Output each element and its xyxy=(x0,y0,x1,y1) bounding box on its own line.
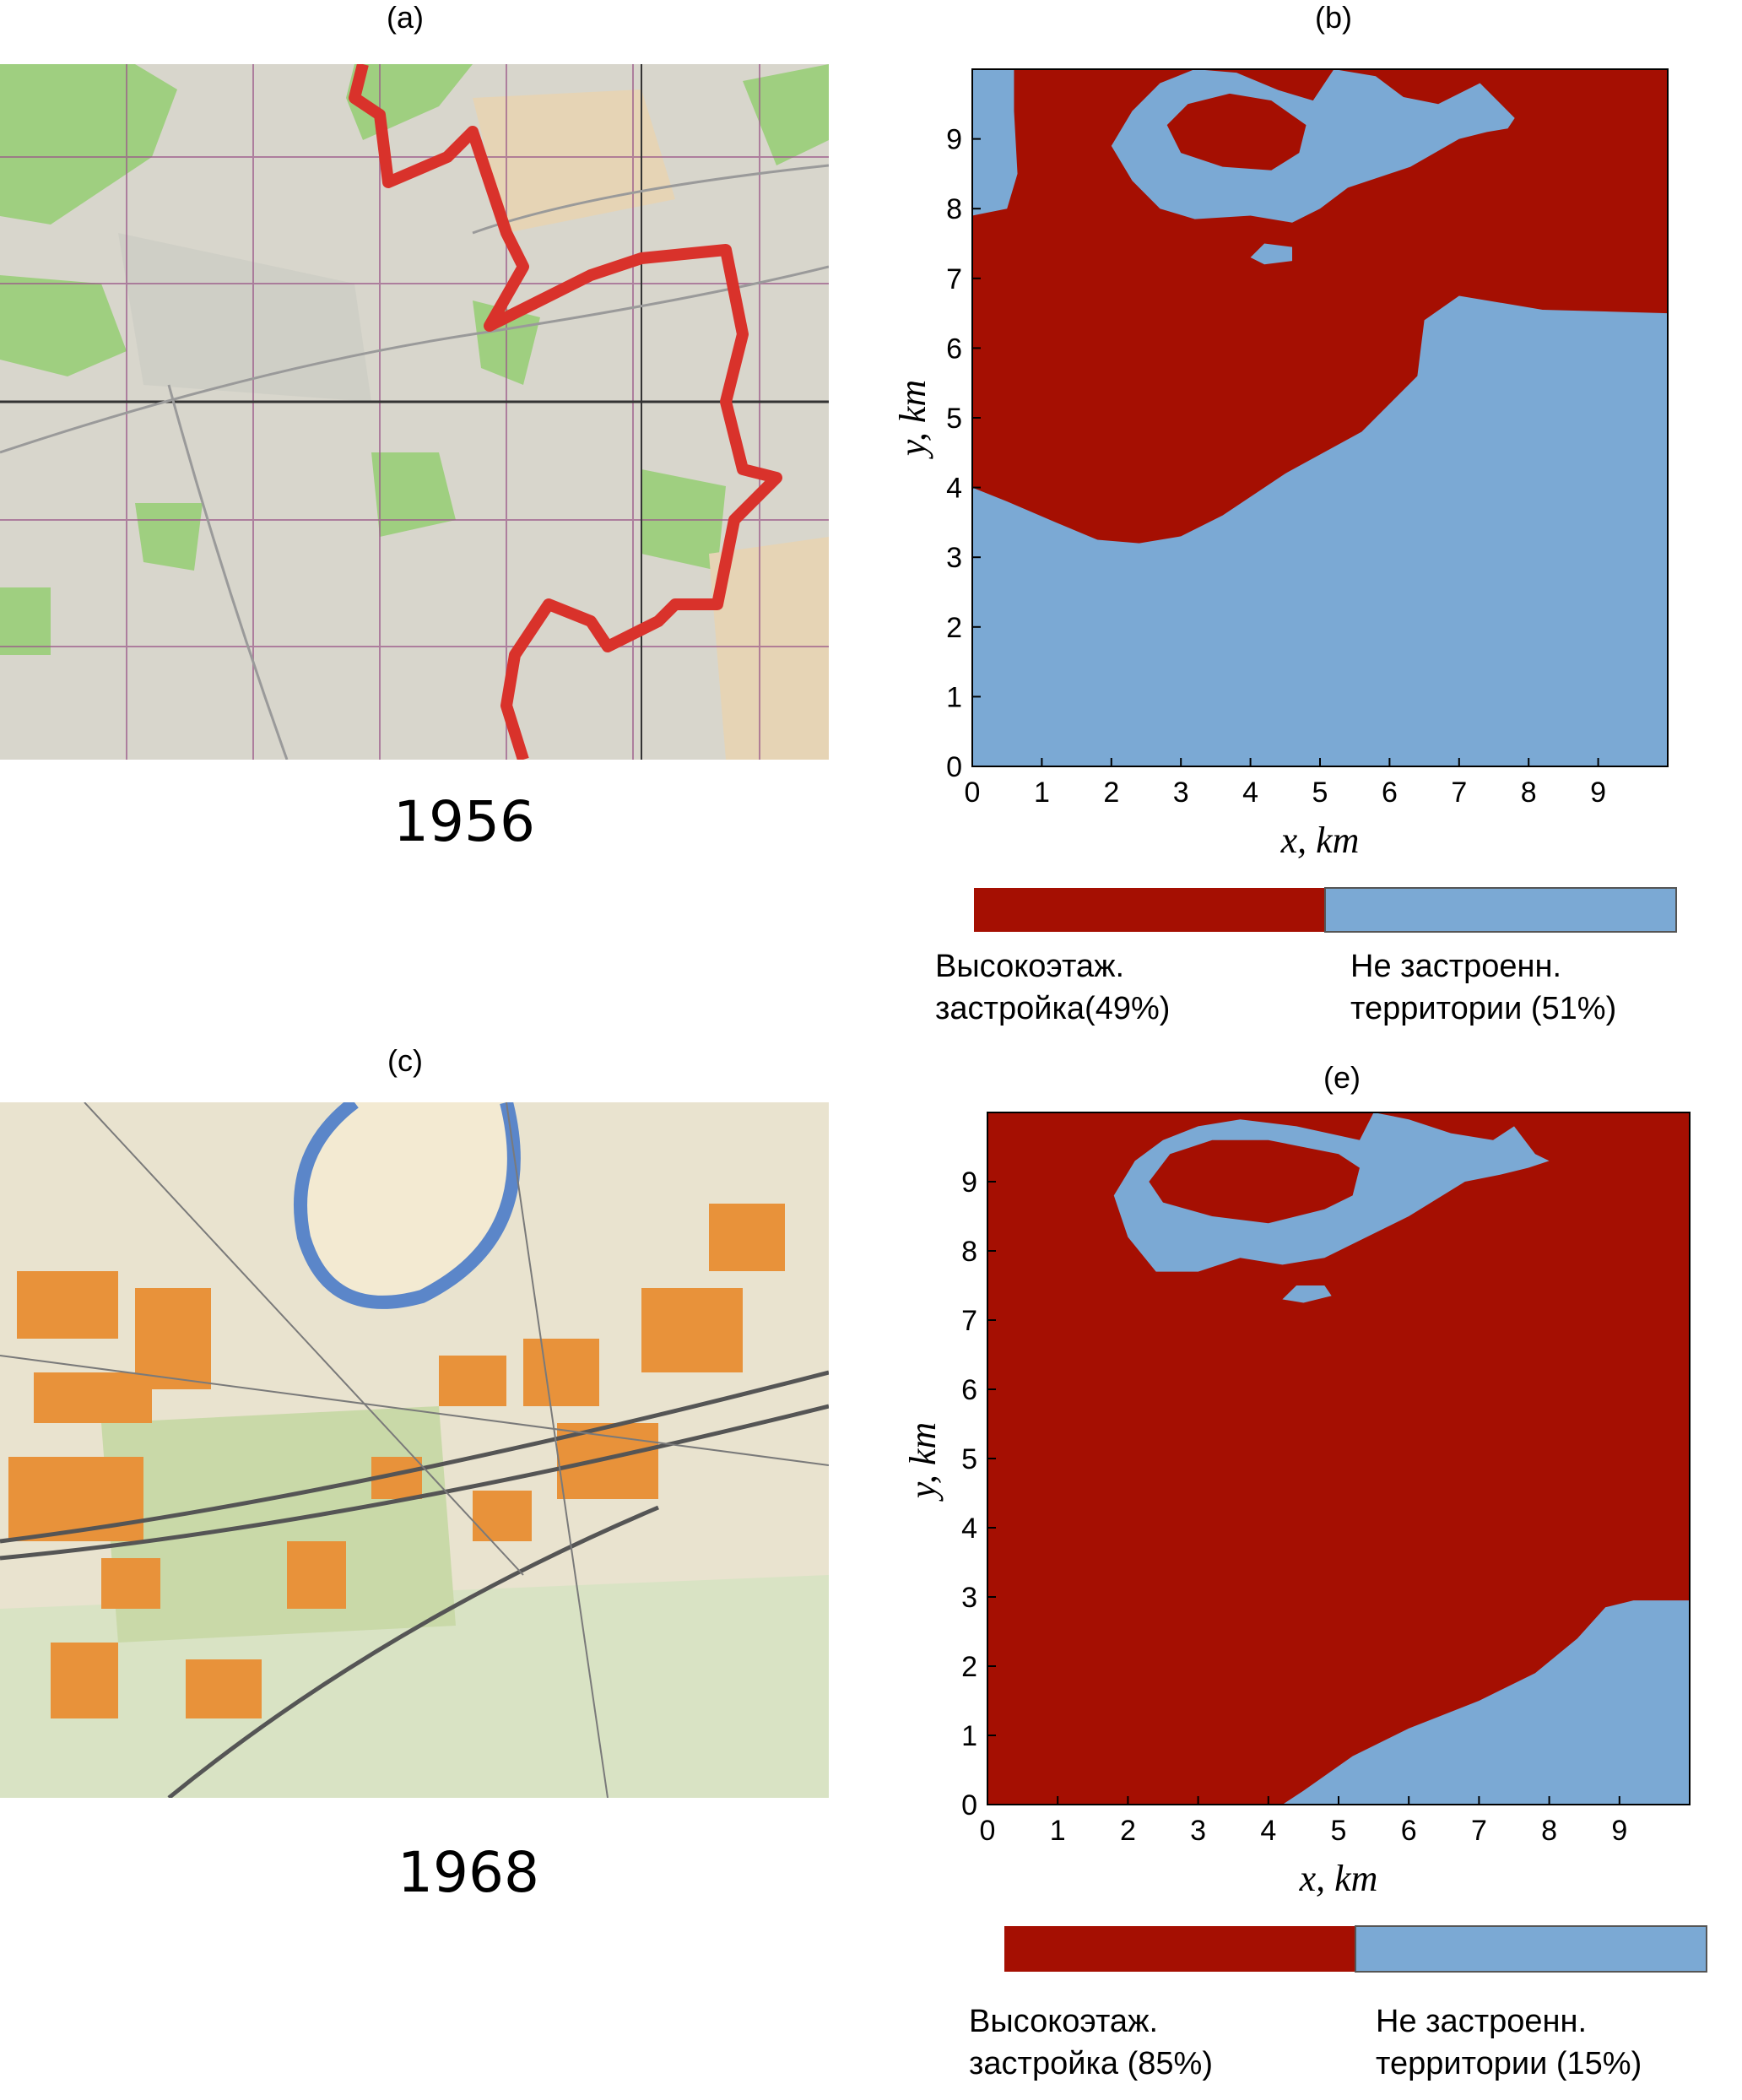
chart-e-ytick-label: 6 xyxy=(961,1374,977,1406)
chart-e-xtick-label: 0 xyxy=(980,1815,996,1847)
panel-label-a: (a) xyxy=(387,0,424,35)
chart-e-ytick-label: 7 xyxy=(961,1305,977,1337)
chart-e-ylabel: y, km xyxy=(902,1422,944,1502)
legend-e-unbuilt-label: Не застроенн. территории (15%) xyxy=(1376,2000,1642,2085)
legend-e-unbuilt-swatch xyxy=(1355,1925,1707,1973)
chart-b-xtick-label: 4 xyxy=(1242,777,1258,809)
chart-b-ytick-label: 0 xyxy=(946,751,962,783)
year-1956: 1956 xyxy=(393,789,535,854)
legend-b-built-line2: застройка(49%) xyxy=(935,991,1171,1026)
chart-e-ytick-label: 2 xyxy=(961,1651,977,1683)
chart-b-xlabel: x, km xyxy=(1280,820,1360,861)
chart-e-ytick-label: 9 xyxy=(961,1166,977,1199)
chart-b-xtick-label: 0 xyxy=(965,777,981,809)
chart-b-ytick-label: 7 xyxy=(946,263,962,295)
chart-b-ytick-label: 5 xyxy=(946,403,962,435)
chart-b-svg: 0 1 2 3 4 5 6 7 8 9 0 1 2 3 4 5 6 7 8 9 x, km y, km xyxy=(892,68,1677,933)
chart-e-ytick-label: 3 xyxy=(961,1582,977,1614)
legend-e-built-swatch xyxy=(1004,1926,1355,1972)
built-island xyxy=(1149,1139,1360,1224)
chart-b-xtick-label: 5 xyxy=(1312,777,1328,809)
chart-b-xtick-label: 9 xyxy=(1590,777,1606,809)
chart-b-xtick-label: 6 xyxy=(1382,777,1398,809)
unbuilt-spot xyxy=(1250,243,1293,265)
legend-e-unbuilt-line2: территории (15%) xyxy=(1376,2046,1642,2081)
legend-e-built-line1: Высокоэтаж. xyxy=(969,2004,1159,2039)
chart-b-ytick-label: 6 xyxy=(946,333,962,365)
panel-label-c: (c) xyxy=(387,1043,423,1078)
legend-b-built-swatch xyxy=(974,888,1325,932)
built-island xyxy=(1166,93,1306,170)
chart-e-xtick-label: 7 xyxy=(1471,1815,1487,1847)
chart-e-xtick-label: 4 xyxy=(1260,1815,1276,1847)
unbuilt-spot xyxy=(1282,1285,1332,1303)
chart-e-xtick-label: 6 xyxy=(1401,1815,1417,1847)
year-1968: 1968 xyxy=(398,1840,539,1905)
chart-b-ytick-label: 9 xyxy=(946,124,962,156)
chart-b-ytick-label: 3 xyxy=(946,542,962,574)
chart-b-ytick-label: 8 xyxy=(946,193,962,225)
chart-b-xtick-label: 2 xyxy=(1103,777,1119,809)
chart-b-xtick-label: 8 xyxy=(1521,777,1537,809)
legend-b-unbuilt-label: Не застроенн. территории (51%) xyxy=(1350,945,1616,1030)
chart-b-xtick-label: 1 xyxy=(1034,777,1050,809)
legend-e-built-label: Высокоэтаж. застройка (85%) xyxy=(969,2000,1213,2085)
chart-b-ytick-label: 1 xyxy=(946,681,962,713)
chart-e-xtick-label: 1 xyxy=(1050,1815,1066,1847)
chart-e-xtick-label: 9 xyxy=(1611,1815,1627,1847)
chart-e-xlabel: x, km xyxy=(1299,1858,1378,1899)
chart-e-xtick-label: 2 xyxy=(1120,1815,1136,1847)
chart-e-xtick-label: 3 xyxy=(1190,1815,1206,1847)
legend-b-unbuilt-swatch xyxy=(1324,887,1677,933)
legend-b-unbuilt-line1: Не застроенн. xyxy=(1350,949,1562,984)
legend-e-unbuilt-line1: Не застроенн. xyxy=(1376,2004,1588,2039)
legend-b-built-line1: Высокоэтаж. xyxy=(935,949,1125,984)
chart-e-xtick-label: 8 xyxy=(1541,1815,1557,1847)
legend-b-built-label: Высокоэтаж. застройка(49%) xyxy=(935,945,1170,1030)
chart-e-ytick-label: 5 xyxy=(961,1443,977,1475)
chart-b-ytick-label: 2 xyxy=(946,612,962,644)
chart-e-ytick-label: 1 xyxy=(961,1720,977,1752)
unbuilt-corner xyxy=(1282,1600,1690,1805)
panel-label-b: (b) xyxy=(1315,0,1352,35)
chart-e-ytick-label: 8 xyxy=(961,1236,977,1268)
legend-b-unbuilt-line2: территории (51%) xyxy=(1350,991,1617,1026)
map-1956 xyxy=(0,64,829,760)
chart-e-xtick-label: 5 xyxy=(1331,1815,1347,1847)
legend-e-built-line2: застройка (85%) xyxy=(969,2046,1213,2081)
chart-b-xtick-label: 7 xyxy=(1451,777,1467,809)
map-1968 xyxy=(0,1102,829,1798)
chart-b-ylabel: y, km xyxy=(892,380,933,459)
chart-e-ytick-label: 0 xyxy=(961,1789,977,1821)
panel-label-e: (e) xyxy=(1323,1060,1361,1095)
chart-b-ytick-label: 4 xyxy=(946,473,962,505)
chart-b-xtick-label: 3 xyxy=(1173,777,1189,809)
chart-e-ytick-label: 4 xyxy=(961,1513,977,1545)
